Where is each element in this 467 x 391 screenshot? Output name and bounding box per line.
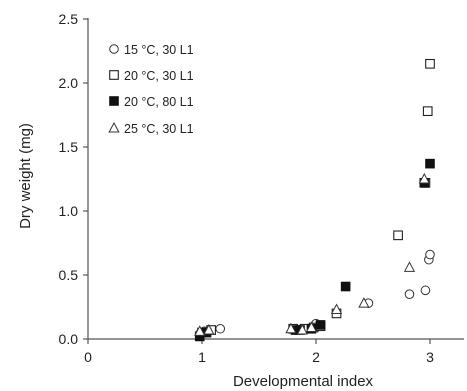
data-point-series-0 [215,323,226,334]
legend-marker-series-0 [109,44,119,54]
y-tick-label: 1.0 [59,203,79,219]
data-point-series-3 [203,323,215,335]
y-tick-label: 0.5 [59,267,79,283]
y-tick-label: 2.5 [59,11,79,27]
data-points [194,58,435,342]
x-axis-ticks: 0 1 2 3 [84,339,434,365]
data-point-series-2 [340,281,351,292]
y-tick-label: 2.0 [59,75,79,91]
legend-label-20c-80l1: 20 °C, 80 L1 [124,95,194,109]
data-point-series-3 [418,172,430,184]
y-tick-label: 0.0 [59,331,79,347]
legend-markers [108,44,120,133]
x-tick-label: 2 [312,349,320,365]
x-tick-label: 3 [426,349,434,365]
data-point-series-3 [285,322,297,334]
legend-label-25c-30l1: 25 °C, 30 L1 [124,122,194,136]
data-point-series-1 [393,230,403,241]
data-point-series-3 [194,325,206,336]
legend-marker-series-2 [109,96,119,106]
data-point-series-3 [305,321,318,332]
data-point-series-1 [422,106,433,117]
data-point-series-2 [315,320,326,330]
y-axis-title: Dry weight (mg) [17,123,34,229]
y-axis-ticks: 0.0 0.5 1.0 1.5 2.0 2.5 [59,11,88,347]
data-point-series-3 [403,261,416,272]
data-point-series-0 [420,285,431,296]
data-point-series-0 [425,249,435,260]
legend-marker-series-1 [109,70,119,80]
x-tick-label: 1 [198,349,206,365]
data-point-series-2 [425,158,435,169]
data-point-series-3 [296,323,308,335]
data-point-series-1 [425,58,435,69]
x-tick-label: 0 [84,349,92,365]
legend: 15 °C, 30 L1 20 °C, 30 L1 20 °C, 80 L1 2… [108,43,194,136]
data-point-series-3 [358,297,370,308]
plot-area: 0.0 0.5 1.0 1.5 2.0 2.5 0 1 2 3 [59,11,464,365]
legend-label-15c-30l1: 15 °C, 30 L1 [124,43,194,57]
data-point-series-3 [330,303,343,315]
data-point-series-0 [404,289,415,300]
y-tick-label: 1.5 [59,139,79,155]
legend-label-20c-30l1: 20 °C, 30 L1 [124,69,194,83]
x-axis-title: Developmental index [233,373,374,390]
legend-marker-series-3 [108,121,120,133]
